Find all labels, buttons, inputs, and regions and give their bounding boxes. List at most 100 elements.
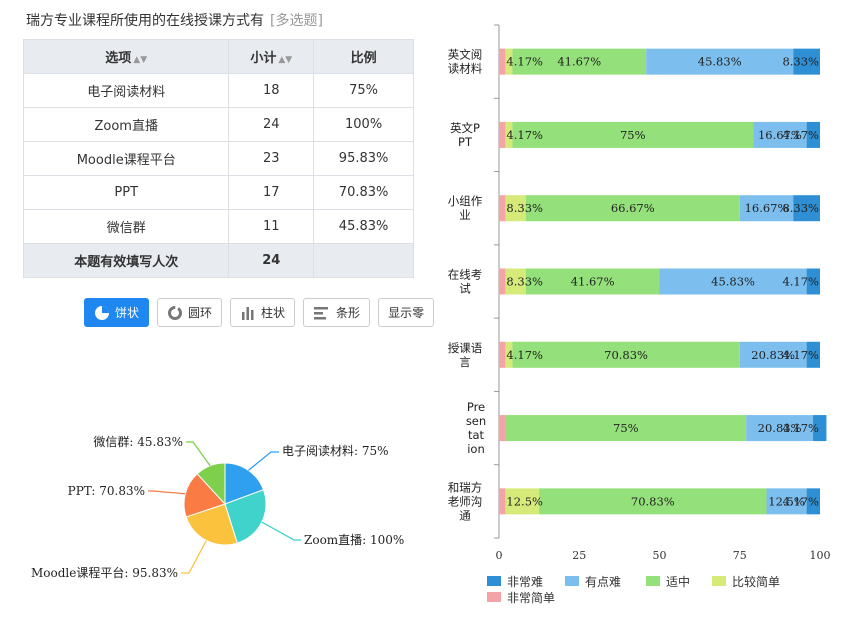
category-label: sen [466, 414, 486, 428]
header-option[interactable]: 选项 ▲▼ [22, 39, 230, 74]
cell-option: PPT [22, 175, 230, 210]
pie-label: 电子阅读材料: 75% [282, 444, 389, 458]
x-tick-label: 25 [572, 549, 586, 562]
category-label: tat [468, 428, 485, 442]
header-option-label: 选项 [105, 51, 132, 66]
bar-segment [739, 195, 794, 222]
legend-swatch [565, 576, 579, 586]
question-title-text: 瑞方专业课程所使用的在线授课方式有 [26, 13, 264, 29]
pie-slice [224, 489, 267, 544]
bar-segment [505, 488, 540, 515]
bar-value-label: 8.33% [506, 201, 543, 215]
bar-value-label: 12.5% [768, 494, 805, 508]
pie-chart-icon [95, 305, 109, 320]
cell-option: 微信群 [22, 209, 230, 244]
pie-leader-line [148, 490, 186, 495]
bar-segment [766, 488, 807, 515]
bar-segment [512, 48, 647, 75]
category-label: 通 [459, 508, 471, 522]
category-label: 和瑞方 [448, 480, 483, 494]
bar-segment [746, 415, 814, 442]
legend-label: 非常难 [507, 575, 543, 589]
pie-leader-line [261, 521, 301, 541]
category-label: 在线考 [448, 268, 483, 282]
bar-value-label: 8.33% [782, 55, 819, 69]
bar-value-label: 16.67% [758, 128, 802, 142]
category-label: 小组作 [448, 194, 483, 208]
bar-segment [525, 268, 660, 295]
bar-segment [505, 415, 747, 442]
pie-label: Moodle课程平台: 95.83% [31, 565, 178, 580]
column-chart-button[interactable]: 柱状 [230, 298, 296, 327]
bar-value-label: 45.83% [711, 275, 755, 289]
sort-icon: ▲▼ [133, 55, 148, 65]
total-row: 本题有效填写人次 24 [22, 243, 414, 278]
bar-value-label: 4.17% [506, 348, 543, 362]
pie-label: PPT: 70.83% [68, 484, 145, 498]
bar-value-label: 4.17% [506, 55, 543, 69]
header-ratio-label: 比例 [350, 51, 377, 66]
bar-segment [505, 48, 513, 75]
bar-value-label: 41.67% [571, 275, 615, 289]
bar-segment [793, 48, 820, 75]
bar-segment [793, 195, 820, 222]
category-label: 授课语 [448, 341, 483, 355]
show-zero-button[interactable]: 显示零 [378, 298, 435, 327]
bar-segment [806, 121, 821, 148]
pie-label: 微信群: 45.83% [93, 435, 183, 449]
cell-ratio: 75% [313, 73, 414, 108]
category-label: 言 [459, 355, 471, 369]
bar-value-label: 70.83% [604, 348, 648, 362]
bar-segment [499, 415, 506, 442]
category-label: 老师沟 [448, 494, 483, 508]
bar-segment [646, 48, 794, 75]
pie-chart-label: 饼状 [115, 306, 140, 320]
table-header-row: 选项 ▲▼ 小计 ▲▼ 比例 [22, 39, 414, 74]
bar-value-label: 70.83% [631, 494, 675, 508]
legend-label: 比较简单 [732, 574, 780, 589]
category-label: 读材料 [448, 62, 483, 76]
bar-value-label: 4.17% [782, 348, 819, 362]
pie-chart: 电子阅读材料: 75% Zoom直播: 100% Moodle课程平台: 95.83… [31, 435, 404, 580]
bar-value-label: 20.83% [751, 348, 795, 362]
bar-segment [806, 268, 820, 295]
pie-chart-button[interactable]: 饼状 [84, 298, 150, 327]
bar-segment [813, 415, 827, 442]
bar-value-label: 45.83% [698, 55, 742, 69]
bar-segment [512, 121, 754, 148]
header-count-label: 小计 [250, 51, 277, 66]
table-row: 微信群 11 45.83% [22, 209, 414, 244]
bar-value-label: 8.33% [782, 201, 819, 215]
category-label: PT [458, 135, 473, 149]
bar-segment [806, 488, 820, 515]
cell-option: 电子阅读材料 [22, 73, 230, 108]
x-tick-label: 75 [733, 549, 747, 562]
legend-swatch [646, 576, 660, 586]
bar-chart-button[interactable]: 条形 [303, 298, 371, 327]
total-label: 本题有效填写人次 [22, 243, 230, 278]
legend-swatch [712, 576, 726, 586]
bar-segment [525, 195, 740, 222]
bar-value-label: 75% [620, 128, 646, 142]
show-zero-label: 显示零 [388, 306, 425, 320]
bar-segment [499, 341, 506, 368]
bar-segment [499, 488, 506, 515]
bar-value-label: 66.67% [611, 201, 655, 215]
bar-value-label: 4.17% [782, 421, 819, 435]
column-chart-icon [242, 306, 254, 320]
donut-chart-icon [168, 305, 183, 320]
bar-segment [753, 121, 807, 148]
legend-swatch [487, 592, 501, 602]
table-row: Moodle课程平台 23 95.83% [22, 141, 414, 176]
table-row: PPT 17 70.83% [22, 175, 414, 210]
bar-segment [512, 341, 740, 368]
pie-leader-line [248, 451, 279, 471]
bar-segment [505, 341, 513, 368]
chart-type-toolbar: 饼状 圆环 柱状 条形 显示零 [84, 298, 435, 327]
x-tick-label: 100 [810, 549, 831, 562]
donut-chart-button[interactable]: 圆环 [157, 298, 223, 327]
cell-ratio: 100% [313, 107, 414, 142]
bar-chart-icon [314, 306, 329, 319]
question-title: 瑞方专业课程所使用的在线授课方式有 [多选题] [26, 10, 323, 30]
